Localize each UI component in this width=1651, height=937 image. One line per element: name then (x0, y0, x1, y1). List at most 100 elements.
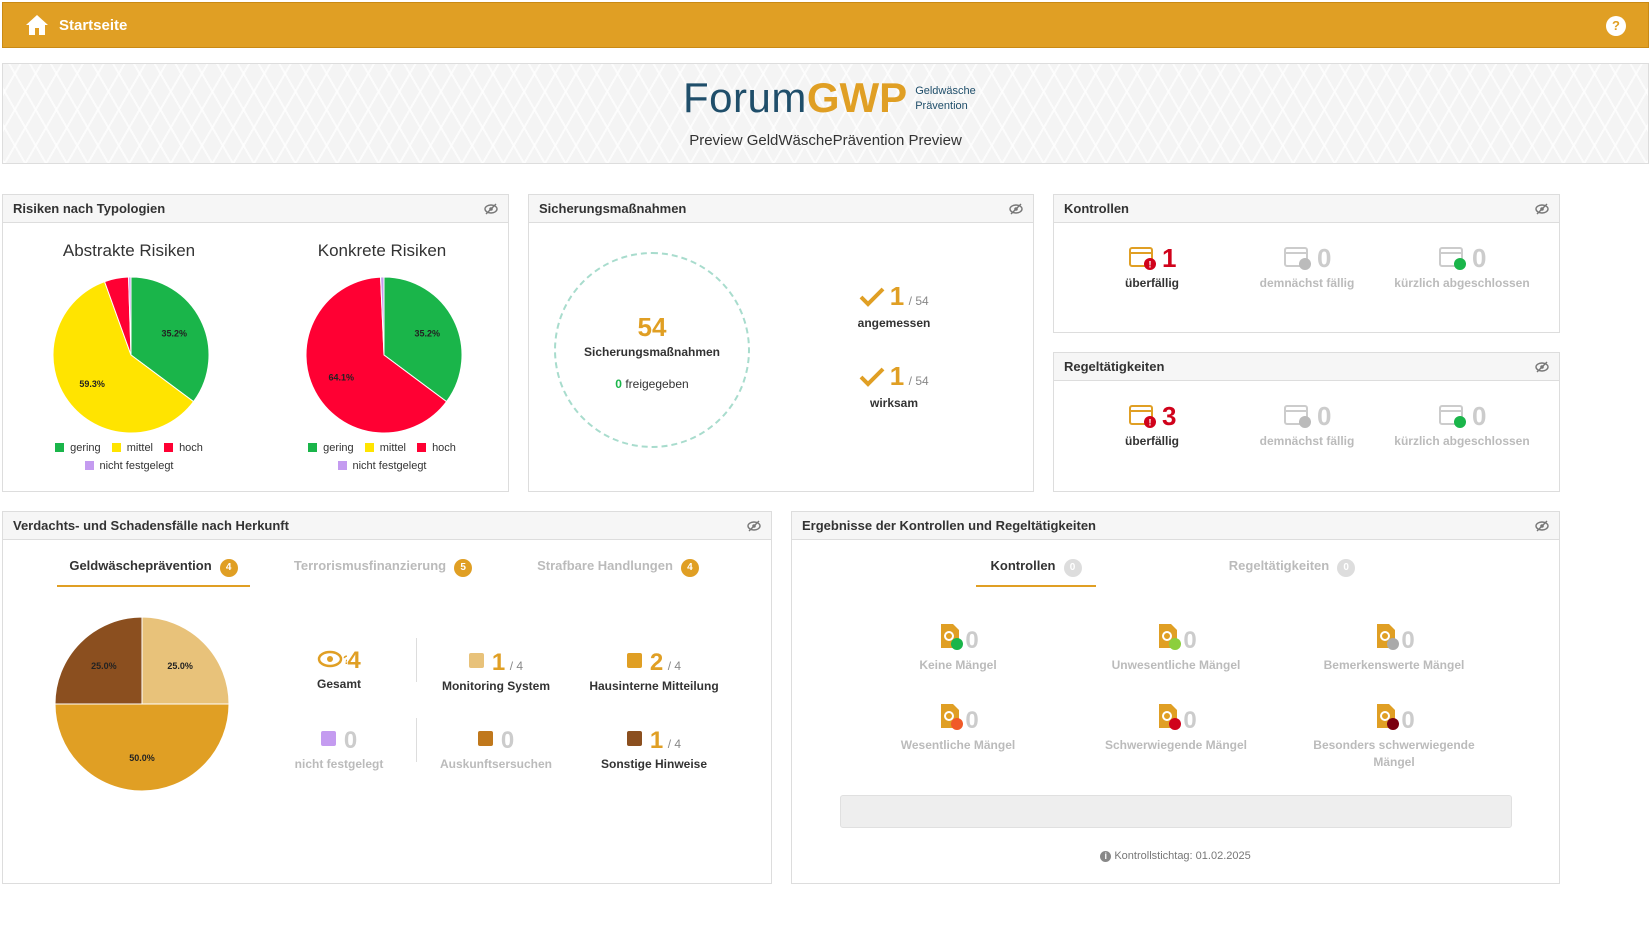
pie-label: 35.2% (161, 328, 187, 338)
abstrakt-pie: 35.2% 59.3% (52, 276, 210, 434)
pie-slice-gering[interactable] (383, 276, 463, 403)
stat-monitoring: 1 / 4 Monitoring System (441, 649, 550, 693)
pie-label: 50.0% (129, 753, 155, 763)
svg-text:!: ! (1148, 260, 1151, 270)
banner: Forum GWP Geldwäsche Prävention Preview Ge… (2, 63, 1649, 164)
regel-ueberfaellig[interactable]: ! 3 überfällig (1124, 401, 1179, 448)
kontrollstichtag: Kontrollstichtag: 01.02.2025 (1114, 850, 1251, 862)
doc-check-icon (941, 624, 964, 650)
pie-slice-sonstige-hinweise[interactable] (54, 616, 143, 705)
freigegeben-label: freigegeben (625, 377, 689, 391)
herkunft-pie: 25.0% 50.0% 25.0% (54, 616, 230, 792)
ergebnis-schwerwiegende-maengel[interactable]: 0 Schwerwiegende Mängel (1076, 702, 1276, 754)
panel-title: Verdachts- und Schadensfälle nach Herkun… (13, 518, 289, 533)
pie-label: 25.0% (91, 661, 117, 671)
calendar-overdue-icon: ! (1128, 247, 1156, 270)
pie-slice-monitoring-system[interactable] (141, 616, 230, 705)
freigegeben-num: 0 (615, 377, 622, 391)
stat-nicht-festgelegt: 0 nicht festgelegt (294, 727, 384, 771)
pie-slice-nicht-festgelegt[interactable] (380, 276, 385, 356)
info-icon: i (1100, 851, 1112, 862)
panel-title: Ergebnisse der Kontrollen und Regeltätig… (802, 518, 1096, 533)
ergebnis-besonders-schwerwiegende-maengel[interactable]: 0 Besonders schwerwiegende Mängel (1294, 702, 1494, 771)
help-icon[interactable]: ? (1606, 16, 1626, 36)
ergebnisse-panel: Ergebnisse der Kontrollen und Regeltätig… (791, 511, 1560, 884)
hide-eye-icon[interactable] (1535, 361, 1549, 373)
hide-eye-icon[interactable] (1009, 203, 1023, 215)
panel-title: Kontrollen (1064, 201, 1129, 216)
kontrollen-demnaechst[interactable]: 0 demnächst fällig (1259, 243, 1355, 290)
hide-eye-icon[interactable] (1535, 520, 1549, 532)
svg-text:!: ! (1148, 418, 1151, 428)
panel-title: Regeltätigkeiten (1064, 359, 1165, 374)
sicherung-panel: Sicherungsmaßnahmen 54 Sicherungsmaßnahm… (528, 194, 1034, 492)
check-icon (859, 287, 885, 307)
ergebnis-bemerkenswerte-maengel[interactable]: 0 Bemerkenswerte Mängel (1294, 622, 1494, 674)
calendar-overdue-icon: ! (1128, 405, 1156, 428)
eye-question-icon: ? (318, 650, 351, 668)
abstrakt-title: Abstrakte Risiken (62, 241, 196, 260)
konkret-legend: gering mittel hoch nicht festgelegt (272, 439, 492, 475)
sicherung-circle: 54 Sicherungsmaßnahmen 0 freigegeben (554, 252, 750, 448)
forumgwp-logo: Forum GWP Geldwäsche Prävention (683, 74, 976, 121)
risiken-panel: Risiken nach Typologien Abstrakte Risike… (2, 194, 509, 492)
hide-eye-icon[interactable] (484, 203, 498, 215)
calendar-check-icon (1438, 247, 1466, 270)
pie-slice-mittel[interactable] (52, 280, 195, 434)
konkret-title: Konkrete Risiken (317, 241, 447, 260)
doc-alert-icon (941, 704, 964, 730)
calendar-check-icon (1438, 405, 1466, 428)
konkret-pie: 35.2% 64.1% (305, 276, 463, 434)
stat-divider (416, 718, 417, 762)
preview-text: Preview GeldWäschePrävention Preview (689, 132, 962, 149)
sicherung-count-label: Sicherungsmaßnahmen (583, 345, 721, 359)
regel-panel: Regeltätigkeiten ! 3 überfällig 0 demnäc… (1053, 352, 1560, 492)
regel-kuerzlich[interactable]: 0 kürzlich abgeschlossen (1394, 401, 1530, 448)
tab-geldwaesche[interactable]: Geldwäscheprävention 4 (57, 558, 250, 587)
pie-label: 35.2% (414, 328, 440, 338)
progress-bar (840, 795, 1512, 828)
pie-slice-hausinterne-mitteilung[interactable] (54, 703, 230, 792)
kontrollen-panel: Kontrollen ! 1 überfällig 0 demnächst fä… (1053, 194, 1560, 333)
hide-eye-icon[interactable] (747, 520, 761, 532)
pie-label: 25.0% (167, 661, 193, 671)
home-icon[interactable] (23, 13, 51, 37)
hide-eye-icon[interactable] (1535, 203, 1549, 215)
stat-sonstige: 1 / 4 Sonstige Hinweise (600, 727, 708, 771)
regel-demnaechst[interactable]: 0 demnächst fällig (1259, 401, 1355, 448)
tab-terrorismus[interactable]: Terrorismusfinanzierung 5 (283, 558, 483, 577)
stat-hausintern: 2 / 4 Hausinterne Mitteilung (589, 649, 719, 693)
calendar-clock-icon (1283, 405, 1311, 428)
doc-check-icon (1159, 624, 1182, 650)
angemessen-stat: 1 / 54 angemessen (857, 281, 931, 330)
ergebnis-keine-maengel[interactable]: 0 Keine Mängel (858, 622, 1058, 674)
pie-label: 59.3% (79, 379, 105, 389)
doc-alert-icon (1159, 704, 1182, 730)
sicherung-count: 54 (637, 312, 667, 342)
doc-alert-icon (1377, 704, 1400, 730)
kontrollen-ueberfaellig[interactable]: ! 1 überfällig (1124, 243, 1179, 290)
tab-kontrollen[interactable]: Kontrollen 0 (976, 558, 1096, 587)
panel-title: Sicherungsmaßnahmen (539, 201, 687, 216)
tab-strafbar[interactable]: Strafbare Handlungen 4 (523, 558, 713, 577)
stat-gesamt: ?4 Gesamt (316, 647, 362, 691)
pie-slice-gering[interactable] (130, 276, 210, 403)
calendar-clock-icon (1283, 247, 1311, 270)
ergebnis-unwesentliche-maengel[interactable]: 0 Unwesentliche Mängel (1076, 622, 1276, 674)
ergebnis-wesentliche-maengel[interactable]: 0 Wesentliche Mängel (858, 702, 1058, 754)
check-icon (859, 367, 885, 387)
svg-text:?: ? (343, 653, 347, 667)
stat-divider (416, 638, 417, 682)
verdacht-panel: Verdachts- und Schadensfälle nach Herkun… (2, 511, 772, 884)
pie-label: 64.1% (328, 373, 354, 383)
tab-regeltaetigkeiten[interactable]: Regeltätigkeiten 0 (1212, 558, 1372, 577)
pie-slice-nicht-festgelegt[interactable] (128, 276, 132, 356)
panel-title: Risiken nach Typologien (13, 201, 166, 216)
pie-slice-hoch[interactable] (305, 276, 448, 434)
page-title[interactable]: Startseite (59, 16, 128, 34)
abstrakt-legend: gering mittel hoch nicht festgelegt (19, 439, 239, 475)
kontrollen-kuerzlich[interactable]: 0 kürzlich abgeschlossen (1394, 243, 1530, 290)
doc-check-icon (1377, 624, 1400, 650)
wirksam-stat: 1 / 54 wirksam (839, 361, 949, 410)
stat-auskunft: 0 Auskunftsersuchen (439, 727, 553, 771)
